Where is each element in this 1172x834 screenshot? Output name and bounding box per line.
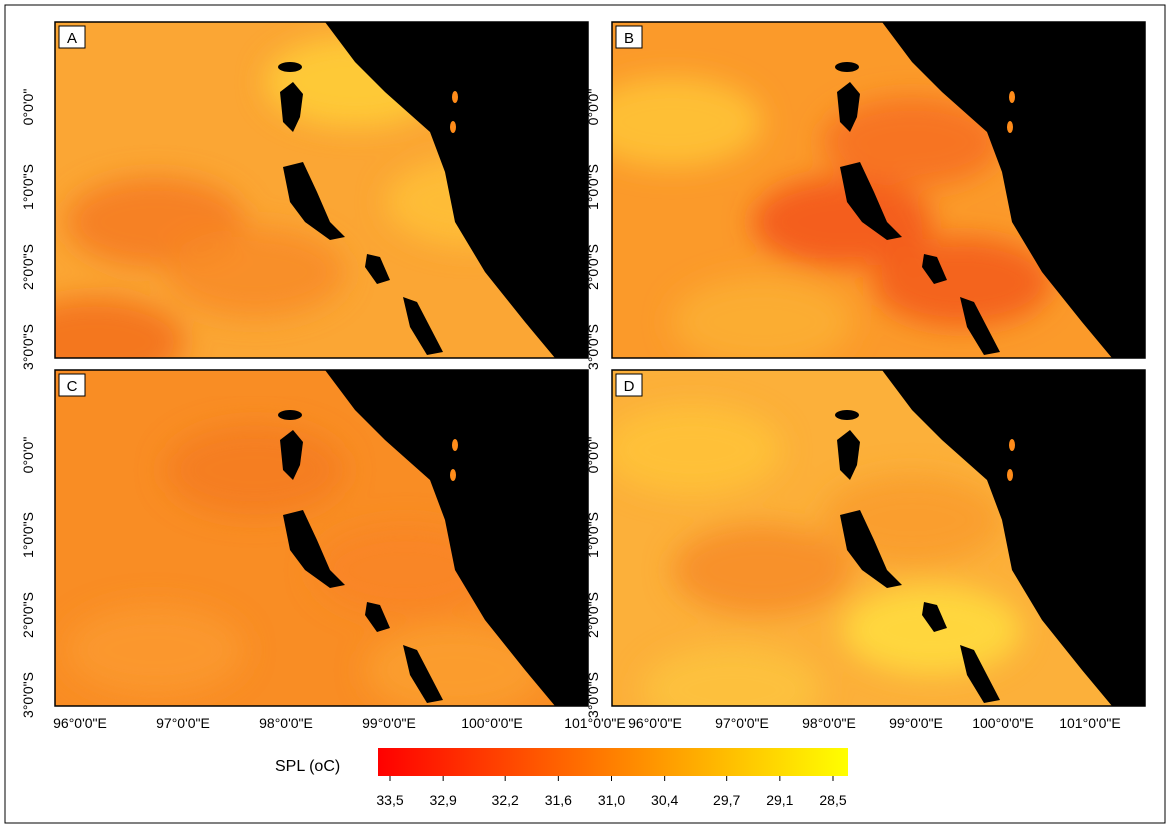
latitude-label: 0°0'0" (585, 437, 601, 474)
panel-border (54, 369, 589, 707)
panel-label-box (615, 25, 643, 49)
panel-border (54, 21, 589, 359)
panel-label-box (58, 373, 86, 397)
longitude-label: 98°0'0"E (802, 715, 856, 731)
latitude-label: 3°0'0"S (585, 672, 601, 718)
longitude-label: 97°0'0"E (156, 715, 210, 731)
latitude-label: 0°0'0" (20, 89, 36, 126)
panel-border (611, 369, 1146, 707)
longitude-label: 101°0'0"E (564, 715, 626, 731)
latitude-label: 2°0'0"S (585, 244, 601, 290)
latitude-label: 1°0'0"S (20, 164, 36, 210)
panel-label: A (67, 30, 77, 47)
latitude-label: 2°0'0"S (20, 244, 36, 290)
latitude-label: 1°0'0"S (585, 164, 601, 210)
longitude-label: 100°0'0"E (972, 715, 1034, 731)
latitude-label: 3°0'0"S (585, 324, 601, 370)
map-panel (612, 370, 1145, 706)
legend-tick-label: 31,6 (545, 792, 572, 808)
longitude-label: 100°0'0"E (461, 715, 523, 731)
legend-tick-label: 30,4 (651, 792, 678, 808)
legend-title: SPL (oC) (275, 758, 340, 775)
latitude-label: 2°0'0"S (585, 592, 601, 638)
legend: SPL (oC) 33,5 32,9 32,2 31,6 31,0 30,4 29,7 29,… (275, 748, 848, 808)
longitude-label: 99°0'0"E (362, 715, 416, 731)
longitude-label: 96°0'0"E (628, 715, 682, 731)
latitude-label: 0°0'0" (20, 437, 36, 474)
panel-label: C (67, 378, 78, 395)
panel-label-box (58, 25, 86, 49)
legend-tick-label: 28,5 (819, 792, 846, 808)
longitude-label: 98°0'0"E (259, 715, 313, 731)
legend-tick-label: 29,7 (713, 792, 740, 808)
longitude-label: 97°0'0"E (715, 715, 769, 731)
latitude-label: 3°0'0"S (20, 324, 36, 370)
latitude-label: 3°0'0"S (20, 672, 36, 718)
panels: A 0°0'0" 0°0'0" 1°0'0"S 1°0'0"S 2°0'0"S 2°0'0"… (20, 21, 1146, 731)
panel-label-box (615, 373, 643, 397)
legend-tick-label: 32,9 (430, 792, 457, 808)
panel-label: D (624, 378, 635, 395)
map-panel (55, 370, 588, 706)
legend-tick-label: 29,1 (766, 792, 793, 808)
longitude-label: 99°0'0"E (889, 715, 943, 731)
latitude-label: 2°0'0"S (20, 592, 36, 638)
panel-border (611, 21, 1146, 359)
latitude-label: 1°0'0"S (585, 512, 601, 558)
longitude-label: 96°0'0"E (53, 715, 107, 731)
frame (4, 4, 1166, 824)
map-panel (55, 22, 588, 358)
longitude-label: 101°0'0"E (1059, 715, 1121, 731)
colorbar (378, 748, 848, 776)
legend-tick-label: 32,2 (492, 792, 519, 808)
map-panel (612, 22, 1145, 358)
legend-tick-label: 31,0 (598, 792, 625, 808)
panel-label: B (624, 30, 634, 47)
latitude-label: 1°0'0"S (20, 512, 36, 558)
legend-tick-label: 33,5 (376, 792, 403, 808)
latitude-label: 0°0'0" (585, 89, 601, 126)
